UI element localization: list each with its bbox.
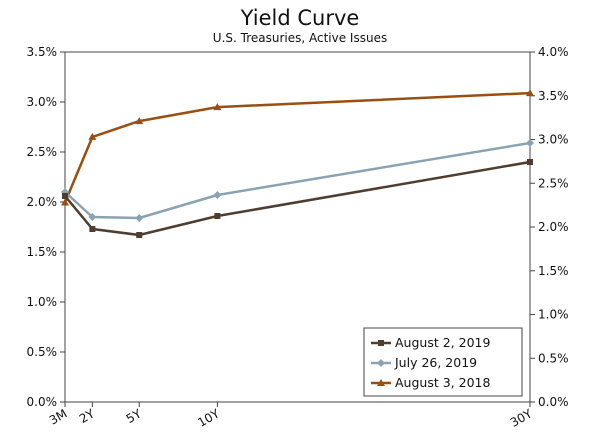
right-tick-label: 1.0% bbox=[538, 308, 569, 322]
chart-title: Yield Curve bbox=[240, 6, 360, 30]
legend-item: July 26, 2019 bbox=[371, 355, 477, 370]
series-group bbox=[62, 159, 533, 238]
x-tick-label: 2Y bbox=[77, 406, 98, 426]
data-point bbox=[526, 89, 534, 97]
legend: August 2, 2019 July 26, 2019 August 3, 201… bbox=[363, 327, 523, 397]
legend-label: August 2, 2019 bbox=[395, 335, 490, 350]
left-tick-label: 3.0% bbox=[27, 95, 58, 109]
legend-marker bbox=[377, 379, 385, 386]
right-tick-label: 2.0% bbox=[538, 220, 569, 234]
right-tick-label: 0.5% bbox=[538, 351, 569, 365]
data-point bbox=[213, 191, 222, 199]
legend-marker bbox=[377, 359, 385, 367]
left-tick-label: 2.5% bbox=[27, 145, 58, 159]
x-tick-label: 5Y bbox=[124, 406, 145, 426]
data-point bbox=[61, 198, 69, 206]
left-tick-label: 3.5% bbox=[27, 45, 58, 59]
right-tick-label: 1.5% bbox=[538, 264, 569, 278]
data-point bbox=[88, 213, 97, 221]
right-tick-label: 0.0% bbox=[538, 395, 569, 409]
right-tick-label: 3.5% bbox=[538, 89, 569, 103]
data-point bbox=[135, 214, 144, 222]
left-tick-label: 1.5% bbox=[27, 245, 58, 259]
data-point bbox=[136, 232, 143, 238]
data-point bbox=[214, 213, 221, 219]
left-tick-label: 1.0% bbox=[27, 295, 58, 309]
chart-subtitle: U.S. Treasuries, Active Issues bbox=[213, 31, 387, 45]
x-axis: 3M 2Y 5Y 10Y 30Y bbox=[47, 402, 535, 430]
legend-label: August 3, 2018 bbox=[395, 375, 490, 390]
data-point bbox=[213, 103, 222, 111]
x-tick-label: 3M bbox=[47, 406, 70, 427]
data-point bbox=[88, 132, 97, 140]
left-axis: 0.0% 0.5% 1.0% 1.5% 2.0% 2.5% 3.0% 3.5% bbox=[27, 45, 65, 409]
legend-item: August 3, 2018 bbox=[371, 375, 490, 390]
data-point bbox=[526, 139, 534, 147]
legend-marker bbox=[378, 340, 384, 346]
legend-label: July 26, 2019 bbox=[394, 355, 477, 370]
x-tick-label: 30Y bbox=[508, 406, 535, 430]
x-tick-label: 10Y bbox=[195, 406, 222, 430]
right-tick-label: 2.5% bbox=[538, 176, 569, 190]
left-tick-label: 0.5% bbox=[27, 345, 58, 359]
series-group bbox=[61, 89, 534, 206]
data-point bbox=[62, 193, 68, 199]
left-tick-label: 2.0% bbox=[27, 195, 58, 209]
series-layer bbox=[61, 89, 534, 238]
data-point bbox=[135, 117, 144, 125]
data-point bbox=[527, 159, 533, 165]
right-axis: 0.0% 0.5% 1.0% 1.5% 2.0% 2.5% 3.0% 3.5% 4.0% bbox=[530, 45, 569, 409]
data-point bbox=[89, 226, 96, 232]
left-tick-label: 0.0% bbox=[27, 395, 58, 409]
right-tick-label: 3.0% bbox=[538, 133, 569, 147]
series-group bbox=[61, 139, 534, 222]
right-tick-label: 4.0% bbox=[538, 45, 569, 59]
legend-item: August 2, 2019 bbox=[371, 335, 490, 350]
